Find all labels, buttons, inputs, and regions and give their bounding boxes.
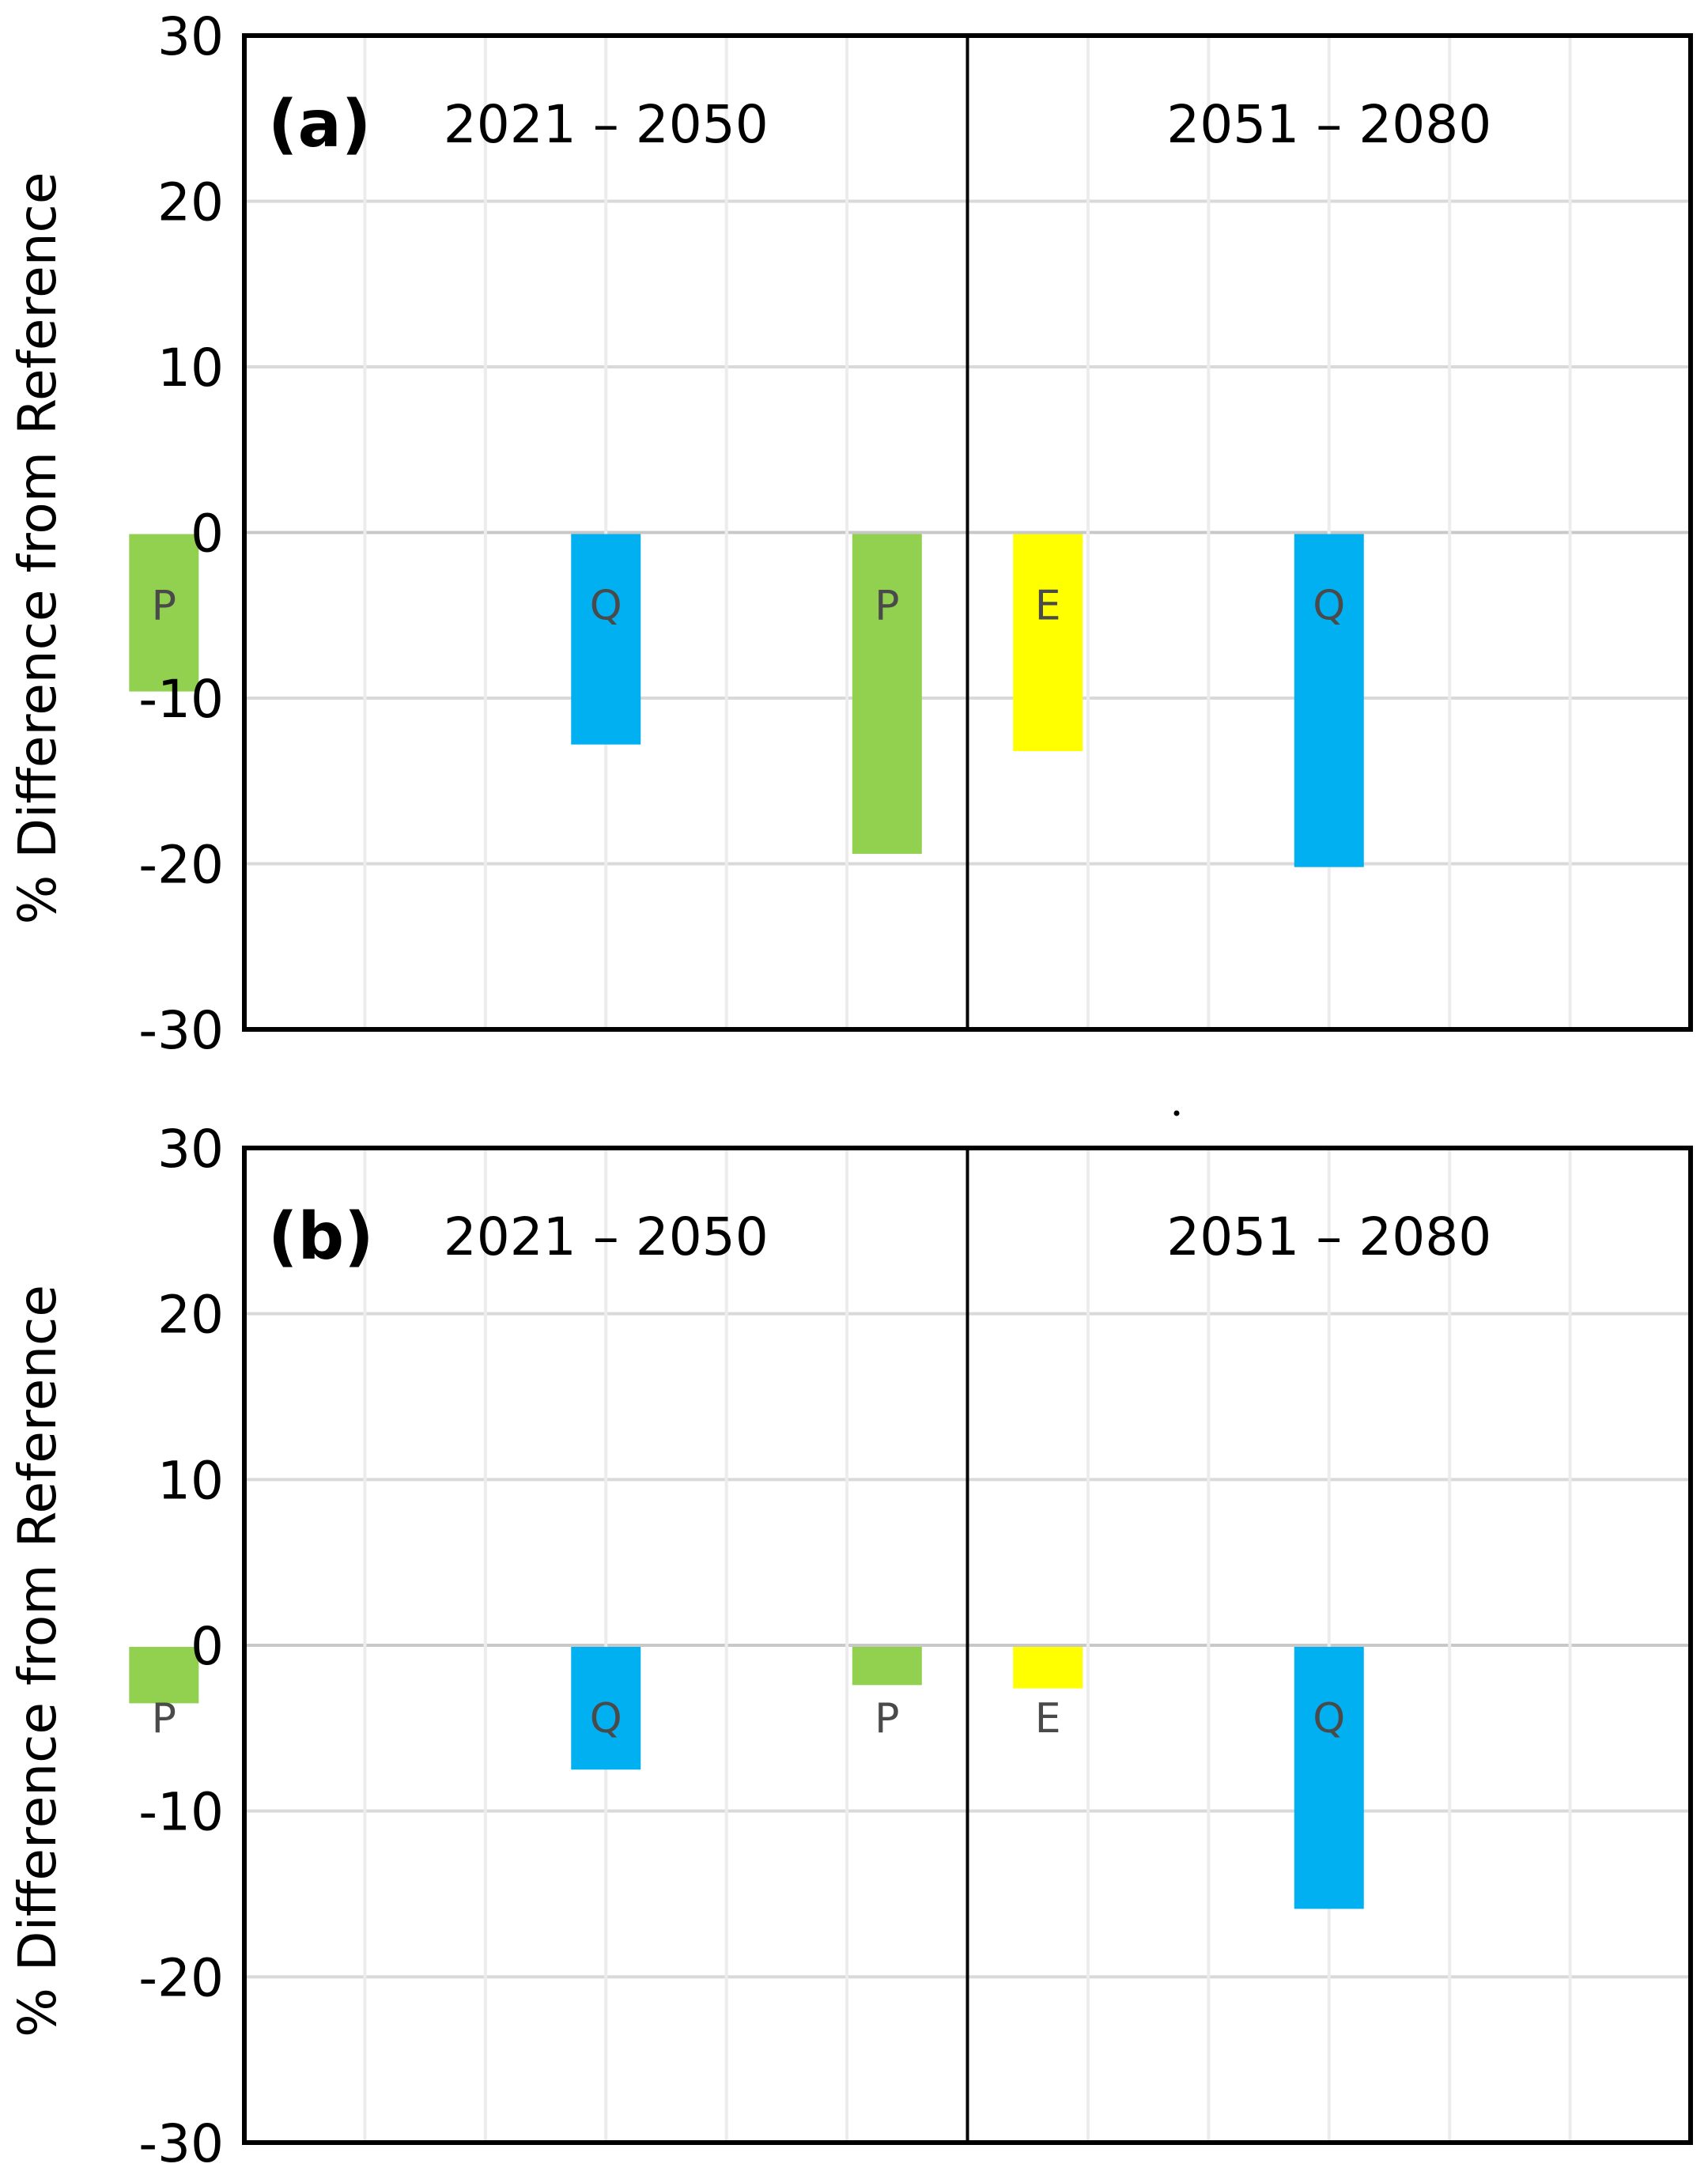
- period-title: 2051 – 2080: [1166, 1206, 1491, 1267]
- bar-label: E: [1035, 583, 1061, 630]
- bar-label: Q: [590, 1695, 622, 1743]
- bar-p-1: [129, 534, 199, 692]
- period-title: 2021 – 2050: [444, 94, 769, 155]
- y-tick-label: -20: [138, 1947, 224, 2008]
- y-tick-label: 0: [191, 504, 224, 565]
- bar-e-1: [1013, 1647, 1083, 1689]
- panel-label: (a): [268, 87, 371, 162]
- plot-frame: [242, 33, 1693, 1032]
- y-axis-title: % Difference from Reference: [7, 172, 68, 925]
- bar-q-1: [571, 534, 641, 745]
- y-tick-label: 20: [157, 1285, 224, 1346]
- bar-label: P: [875, 1695, 899, 1743]
- y-tick-label: -10: [138, 1782, 224, 1843]
- bar-q-1: [571, 1647, 641, 1770]
- y-tick-label: 20: [157, 172, 224, 233]
- bar-label: E: [1035, 1695, 1061, 1743]
- y-axis-title: % Difference from Reference: [7, 1285, 68, 2037]
- y-tick-label: 30: [157, 6, 224, 67]
- bar-label: P: [152, 1695, 176, 1743]
- bar-label: Q: [1313, 583, 1345, 630]
- bar-label: Q: [1313, 1695, 1345, 1743]
- bar-label: Q: [590, 583, 622, 630]
- bar-label: P: [152, 583, 176, 630]
- bar-p-2: [852, 1647, 922, 1686]
- bar-p-1: [129, 1647, 199, 1704]
- bar-p-2: [852, 534, 922, 854]
- period-title: 2051 – 2080: [1166, 94, 1491, 155]
- bar-q-2: [1294, 534, 1364, 867]
- y-tick-label: -30: [138, 1000, 224, 1061]
- y-tick-label: -10: [138, 669, 224, 730]
- y-tick-label: 30: [157, 1119, 224, 1180]
- bar-label: P: [875, 583, 899, 630]
- bar-q-2: [1294, 1647, 1364, 1909]
- y-tick-label: 0: [191, 1616, 224, 1677]
- panel-label: (b): [268, 1199, 374, 1274]
- y-tick-label: 10: [157, 338, 224, 398]
- y-tick-label: -20: [138, 835, 224, 896]
- period-title: 2021 – 2050: [444, 1206, 769, 1267]
- y-tick-label: -30: [138, 2113, 224, 2174]
- stray-dot: [1173, 1110, 1180, 1116]
- y-tick-label: 10: [157, 1450, 224, 1511]
- plot-frame: [242, 1146, 1693, 2145]
- bar-e-1: [1013, 534, 1083, 752]
